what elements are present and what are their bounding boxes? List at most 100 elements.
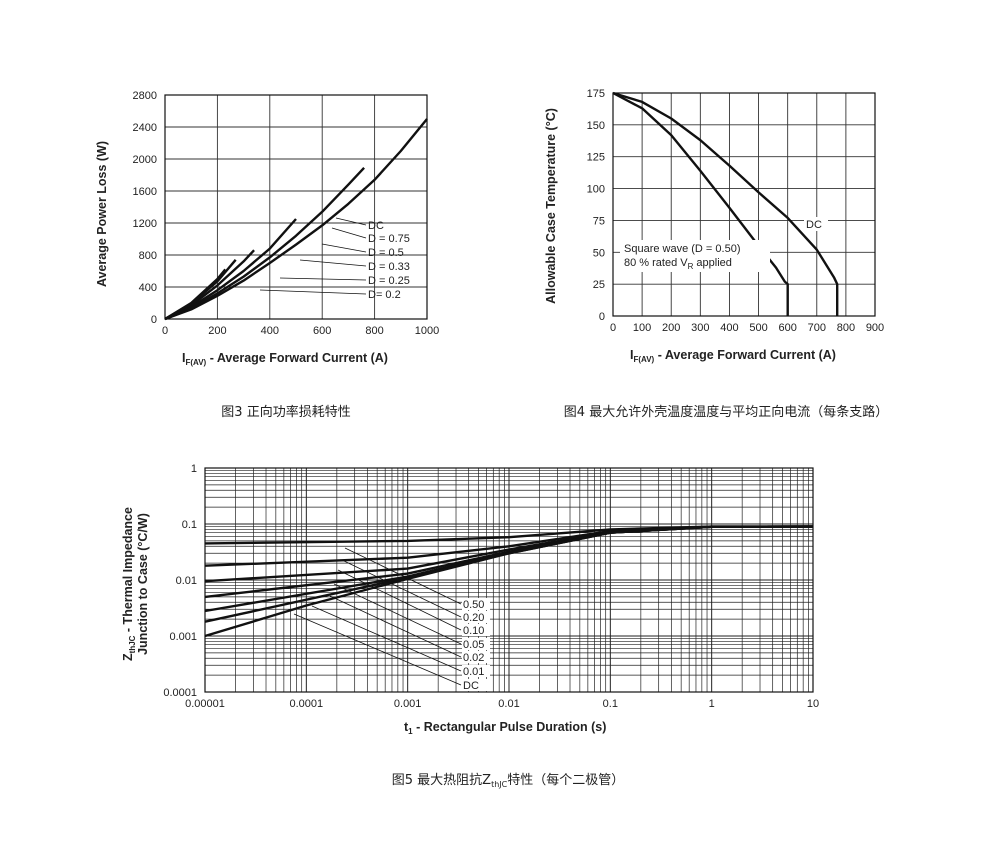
chart-thermal-impedance-grid <box>204 468 813 693</box>
y-tick-label: 75 <box>593 215 605 227</box>
chart-case-temperature: 0 100 200 300 400 500 600 700 800 900 0 25 50 75 100 12… <box>544 88 888 420</box>
series-label: D = 0.75 <box>368 233 410 245</box>
y-tick-label: 125 <box>587 152 605 164</box>
x-tick-label: 500 <box>749 322 767 334</box>
x-tick-label: 0.01 <box>498 698 519 710</box>
series-line-dc <box>204 525 814 638</box>
label-leader-line <box>259 289 367 295</box>
chart-case-temperature-annotation-2: 80 % rated VR applied <box>624 257 732 271</box>
series-label-bg <box>462 611 490 623</box>
chart-power-loss-frame <box>164 94 428 320</box>
x-tick-label: 300 <box>691 322 709 334</box>
y-tick-label: 175 <box>587 88 605 100</box>
y-tick-label: 0.1 <box>182 519 197 531</box>
chart-case-temperature-series <box>612 91 839 316</box>
y-tick-label: 1 <box>191 463 197 475</box>
chart-power-loss-caption: 图3 正向功率损耗特性 <box>221 404 350 420</box>
y-tick-label: 0 <box>151 314 157 326</box>
y-tick-label: 2400 <box>133 122 157 134</box>
x-tick-label: 200 <box>662 322 680 334</box>
y-tick-label: 150 <box>587 120 605 132</box>
series-label: 0.01 <box>463 666 484 678</box>
x-tick-label: 600 <box>778 322 796 334</box>
x-tick-label: 400 <box>720 322 738 334</box>
series-label: DC <box>368 220 384 232</box>
series-label: DC <box>463 680 479 692</box>
chart-power-loss-ticks: 0 200 400 600 800 1000 0 400 800 1200 1600 2000 2400… <box>133 90 440 337</box>
series-label: 0.02 <box>463 652 484 664</box>
series-line-square-wave-d-0-50- <box>612 91 789 316</box>
label-leader-line <box>329 595 462 658</box>
x-tick-label: 0.00001 <box>185 698 225 710</box>
label-leader-line <box>311 605 462 672</box>
label-leader-line <box>333 583 462 645</box>
label-leader-line <box>321 243 367 253</box>
x-tick-label: 700 <box>808 322 826 334</box>
label-leader-line <box>341 559 462 618</box>
chart-case-temperature-annotation-bg <box>620 240 770 272</box>
series-label: 0.20 <box>463 612 484 624</box>
series-label: D = 0.33 <box>368 261 410 273</box>
y-tick-label: 1200 <box>133 218 157 230</box>
series-label: DC <box>806 219 822 231</box>
y-tick-label: 2800 <box>133 90 157 102</box>
y-tick-label: 0 <box>599 311 605 323</box>
y-tick-label: 25 <box>593 279 605 291</box>
chart-thermal-impedance-labels: 0.500.200.10 0.050.02 0.01 DC <box>293 547 490 692</box>
y-tick-label: 800 <box>139 250 157 262</box>
y-tick-label: 2000 <box>133 154 157 166</box>
x-tick-label: 800 <box>837 322 855 334</box>
label-leader-line <box>344 547 462 605</box>
series-label-bg <box>462 638 490 650</box>
chart-thermal-impedance-ylabel-1: ZthJC - Thermal Impedance <box>121 507 137 661</box>
chart-case-temperature-caption: 图4 最大允许外壳温度温度与平均正向电流（每条支路） <box>564 404 888 420</box>
y-tick-label: 0.0001 <box>163 687 197 699</box>
x-tick-label: 400 <box>261 325 279 337</box>
series-label: D = 0.25 <box>368 275 410 287</box>
chart-case-temperature-frame <box>612 92 876 317</box>
label-leader-line <box>293 613 462 686</box>
y-tick-label: 0.001 <box>169 631 197 643</box>
label-leader-line <box>279 277 367 281</box>
chart-thermal-impedance-frame <box>204 467 814 693</box>
x-tick-label: 900 <box>866 322 884 334</box>
label-leader-line <box>335 217 367 226</box>
x-tick-label: 0.001 <box>394 698 422 710</box>
label-leader-line <box>299 259 367 267</box>
series-label-bg <box>462 598 490 610</box>
series-label: 0.05 <box>463 639 484 651</box>
series-label: 0.10 <box>463 625 484 637</box>
y-tick-label: 100 <box>587 184 605 196</box>
chart-case-temperature-annotation-1: Square wave (D = 0.50) <box>624 243 740 255</box>
chart-thermal-impedance-ticks: 0.00001 0.0001 0.001 0.01 0.1 1 1010.10.010.00… <box>163 463 819 710</box>
series-label: D = 0.5 <box>368 247 404 259</box>
x-tick-label: 800 <box>365 325 383 337</box>
x-tick-label: 0 <box>610 322 616 334</box>
x-tick-label: 10 <box>807 698 819 710</box>
x-tick-label: 0.0001 <box>290 698 324 710</box>
chart-power-loss: 0 200 400 600 800 1000 0 400 800 1200 1600 2000 2400… <box>95 90 439 420</box>
chart-thermal-impedance-ylabel-2: Junction to Case (°C/W) <box>136 513 150 655</box>
x-tick-label: 0.1 <box>603 698 618 710</box>
x-tick-label: 100 <box>633 322 651 334</box>
series-label-bg <box>462 679 490 691</box>
series-label-bg <box>804 217 828 231</box>
chart-case-temperature-labels: DC <box>804 217 828 231</box>
chart-power-loss-ylabel: Average Power Loss (W) <box>95 141 109 287</box>
x-tick-label: 0 <box>162 325 168 337</box>
y-tick-label: 0.01 <box>176 575 197 587</box>
chart-thermal-impedance: 0.00001 0.0001 0.001 0.01 0.1 1 1010.10.010.00… <box>121 463 819 789</box>
chart-thermal-impedance-xlabel: t1 - Rectangular Pulse Duration (s) <box>404 720 606 736</box>
x-tick-label: 1 <box>709 698 715 710</box>
chart-case-temperature-ticks: 0 100 200 300 400 500 600 700 800 900 0 25 50 75 100 12… <box>587 88 885 334</box>
chart-power-loss-labels: DCD = 0.75 D = 0.5 D = 0.33 D = 0.25 D= 0.2 <box>259 217 410 301</box>
series-line-d-0-5 <box>164 218 297 321</box>
series-label-bg <box>462 651 490 663</box>
label-leader-line <box>337 569 462 631</box>
y-tick-label: 400 <box>139 282 157 294</box>
chart-power-loss-series <box>164 118 428 321</box>
chart-case-temperature-xlabel: IF(AV) - Average Forward Current (A) <box>630 348 836 364</box>
chart-case-temperature-ylabel: Allowable Case Temperature (°C) <box>544 108 558 304</box>
chart-power-loss-xlabel: IF(AV) - Average Forward Current (A) <box>182 351 388 367</box>
